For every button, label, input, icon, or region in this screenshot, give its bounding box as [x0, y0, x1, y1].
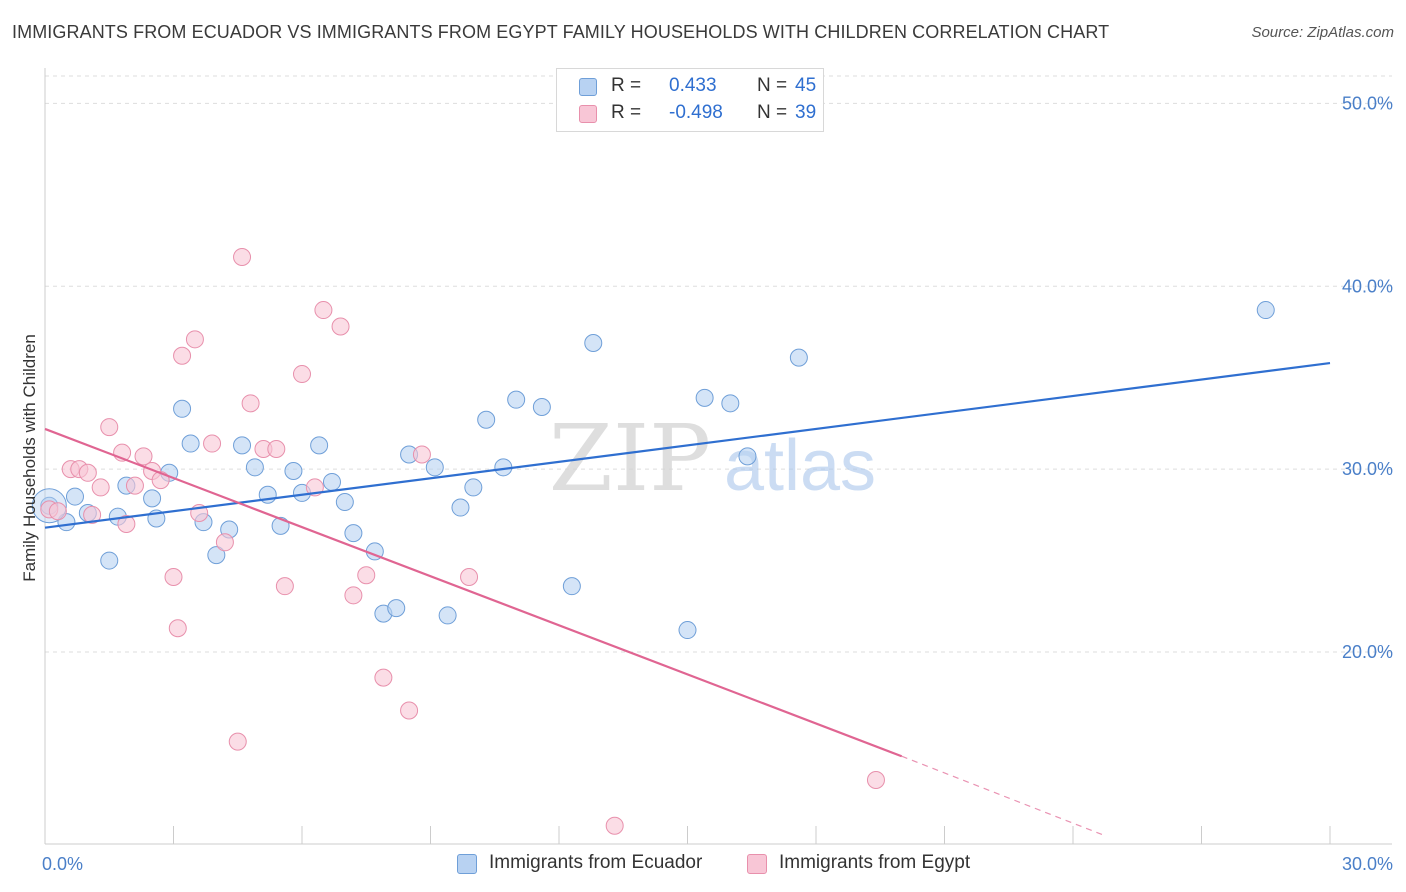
data-point-egypt — [344, 586, 363, 605]
data-point-egypt — [78, 463, 97, 482]
legend-n-value-egypt: 39 — [795, 102, 817, 123]
data-point-ecuador — [584, 333, 603, 352]
data-point-ecuador — [532, 397, 551, 416]
data-point-ecuador — [322, 472, 341, 491]
data-point-ecuador — [477, 410, 496, 429]
watermark: ZIP atlas — [549, 405, 876, 512]
axes — [44, 68, 1392, 845]
data-point-ecuador — [507, 390, 526, 409]
trend-lines — [44, 361, 1331, 836]
data-point-egypt — [374, 668, 393, 687]
data-point-ecuador — [181, 434, 200, 453]
data-point-egypt — [275, 577, 294, 596]
data-point-egypt — [866, 771, 885, 789]
data-point-egypt — [241, 394, 260, 413]
x-tick-label: 30.0% — [1342, 854, 1393, 874]
data-point-ecuador — [335, 493, 354, 512]
data-point-ecuador — [233, 436, 252, 455]
data-point-egypt — [168, 619, 187, 638]
legend-r-label: R = — [611, 75, 642, 96]
legend-swatch-ecuador — [579, 78, 597, 96]
bottom-legend-swatch-egypt — [747, 854, 767, 874]
data-point-ecuador — [65, 487, 84, 506]
data-point-egypt — [331, 317, 350, 336]
data-point-egypt — [125, 476, 144, 495]
data-point-egypt — [228, 732, 247, 751]
data-point-ecuador — [425, 458, 444, 477]
x-tick-label: 0.0% — [42, 854, 83, 874]
data-point-egypt — [605, 816, 624, 835]
data-point-egypt — [185, 330, 204, 349]
series-egypt-points — [40, 248, 885, 835]
trend-line-egypt — [44, 427, 903, 758]
data-point-ecuador — [284, 461, 303, 480]
bottom-legend-swatch-ecuador — [457, 854, 477, 874]
data-point-ecuador — [678, 621, 697, 640]
y-tick-label: 20.0% — [1342, 642, 1393, 662]
data-point-ecuador — [721, 394, 740, 413]
data-point-ecuador — [695, 388, 714, 407]
bottom-legend-label-ecuador: Immigrants from Ecuador — [489, 852, 703, 873]
data-point-egypt — [48, 502, 67, 521]
data-point-egypt — [134, 447, 153, 466]
data-point-ecuador — [310, 436, 329, 455]
data-point-egypt — [173, 346, 192, 365]
watermark-atlas: atlas — [724, 426, 876, 506]
legend-r-value-ecuador: 0.433 — [669, 75, 717, 96]
legend-r-value-egypt: -0.498 — [669, 102, 723, 123]
data-point-ecuador — [143, 489, 162, 508]
data-point-ecuador — [562, 577, 581, 596]
legend-n-label: N = — [757, 102, 788, 123]
legend-n-value-ecuador: 45 — [795, 75, 817, 96]
data-point-egypt — [164, 568, 183, 587]
y-tick-label: 30.0% — [1342, 459, 1393, 479]
data-point-egypt — [314, 301, 333, 320]
data-point-ecuador — [789, 348, 808, 367]
legend-swatch-egypt — [579, 105, 597, 123]
data-point-egypt — [233, 248, 252, 267]
data-point-ecuador — [100, 551, 119, 570]
data-point-egypt — [412, 445, 431, 464]
trend-line-egypt-extension — [901, 755, 1104, 836]
correlation-legend: R = 0.433 N = 45 R = -0.498 N = 39 — [556, 68, 824, 132]
data-point-egypt — [293, 365, 311, 384]
source-label: Source: ZipAtlas.com — [1251, 24, 1394, 41]
data-point-egypt — [100, 418, 119, 437]
data-point-egypt — [267, 440, 286, 459]
data-point-ecuador — [245, 458, 264, 477]
data-point-egypt — [400, 701, 419, 720]
data-point-egypt — [117, 515, 136, 533]
data-point-ecuador — [451, 498, 470, 517]
data-point-ecuador — [1256, 301, 1275, 320]
watermark-zip: ZIP — [549, 405, 711, 512]
data-point-ecuador — [438, 606, 457, 625]
data-point-egypt — [203, 434, 222, 453]
data-point-egypt — [83, 505, 102, 524]
data-point-ecuador — [173, 399, 192, 418]
data-point-ecuador — [464, 478, 483, 497]
data-point-egypt — [460, 568, 479, 587]
data-point-ecuador — [738, 447, 757, 466]
data-point-ecuador — [387, 599, 406, 618]
data-point-ecuador — [344, 524, 363, 543]
data-point-egypt — [215, 533, 234, 552]
legend-n-label: N = — [757, 75, 788, 96]
legend-r-label: R = — [611, 102, 642, 123]
gridlines — [45, 75, 1392, 653]
data-point-egypt — [357, 566, 376, 585]
y-tick-label: 40.0% — [1342, 276, 1393, 296]
y-tick-label: 50.0% — [1342, 93, 1393, 113]
tick-labels: 20.0% 30.0% 40.0% 50.0% 0.0% 30.0% — [42, 93, 1393, 874]
chart-title: IMMIGRANTS FROM ECUADOR VS IMMIGRANTS FR… — [12, 22, 1110, 42]
data-point-egypt — [91, 478, 110, 497]
series-ecuador-points — [31, 301, 1275, 640]
trend-line-ecuador — [44, 361, 1331, 529]
y-axis-label: Family Households with Children — [20, 334, 39, 582]
bottom-legend-label-egypt: Immigrants from Egypt — [779, 852, 971, 873]
data-point-ecuador — [207, 546, 226, 565]
